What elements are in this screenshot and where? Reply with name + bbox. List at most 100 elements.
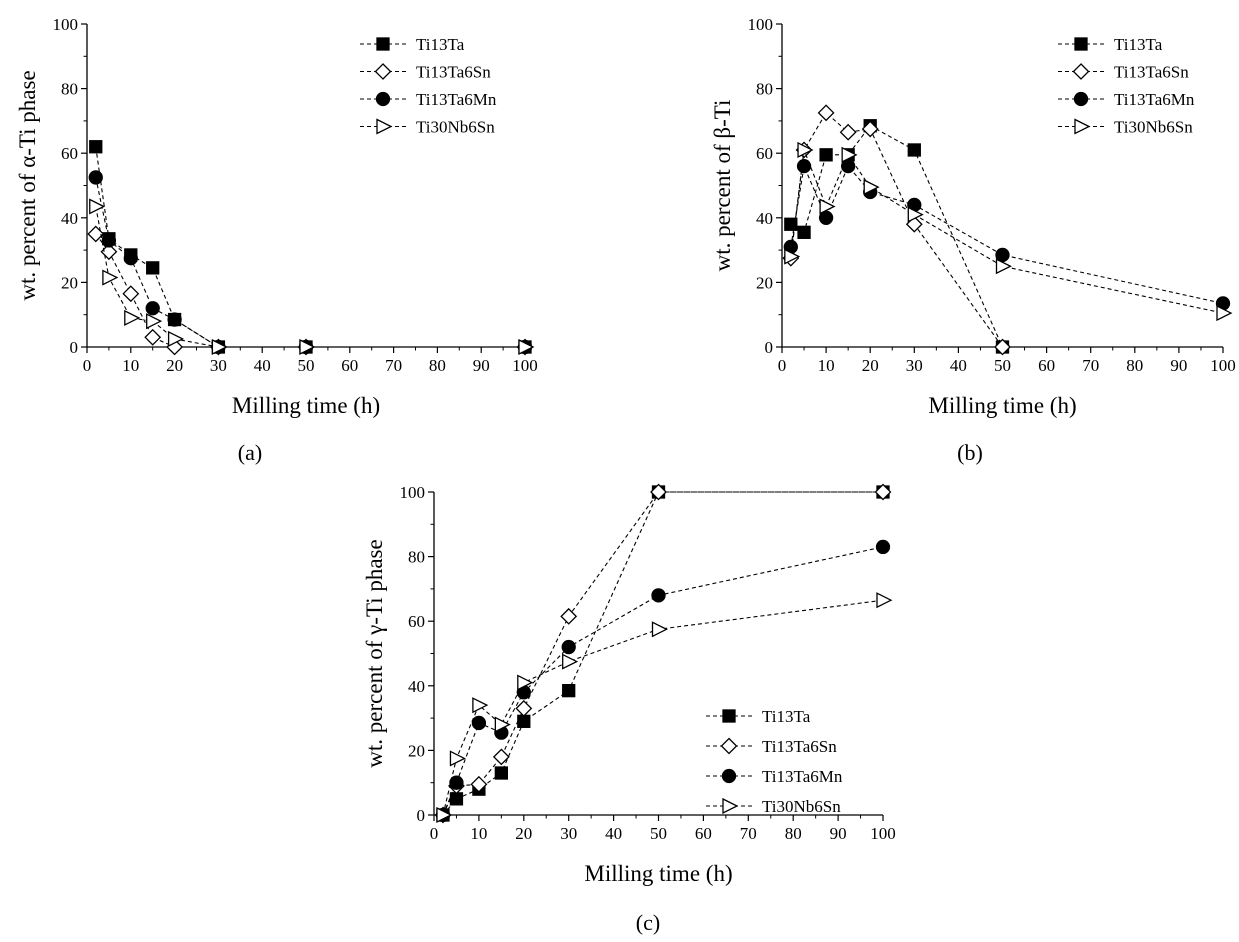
legend-label: Ti30Nb6Sn <box>1114 118 1193 137</box>
legend-label: Ti13Ta6Mn <box>416 90 497 109</box>
data-point <box>87 225 105 243</box>
x-tick-label: 100 <box>870 824 896 843</box>
data-point <box>167 330 185 347</box>
data-point <box>819 198 836 215</box>
data-point <box>167 312 182 327</box>
data-point <box>518 338 535 356</box>
series-line <box>790 111 1003 348</box>
x-tick-label: 60 <box>1038 356 1055 375</box>
series-line <box>790 164 1224 304</box>
x-tick-label: 50 <box>650 824 667 843</box>
data-point <box>146 313 163 330</box>
y-tick-label: 80 <box>408 548 425 567</box>
x-tick-label: 100 <box>1210 356 1236 375</box>
x-tick-label: 100 <box>512 356 538 375</box>
data-point <box>784 248 801 265</box>
legend-marker <box>1074 37 1088 51</box>
series-Ti30Nb6Sn <box>89 198 535 356</box>
x-tick-label: 20 <box>166 356 183 375</box>
data-point <box>861 120 879 138</box>
x-axis-title: Milling time (h) <box>928 393 1076 418</box>
data-point <box>470 775 488 793</box>
data-point <box>562 683 576 698</box>
data-point <box>651 621 668 638</box>
data-point <box>89 140 103 154</box>
x-tick-label: 0 <box>83 356 92 375</box>
data-point <box>211 338 228 356</box>
data-point <box>144 328 162 346</box>
data-point <box>123 251 138 266</box>
data-point <box>102 269 119 286</box>
y-tick-label: 60 <box>756 144 773 163</box>
legend-label: Ti13Ta <box>1114 35 1163 54</box>
x-tick-label: 40 <box>605 824 622 843</box>
y-tick-label: 80 <box>756 80 773 99</box>
legend-marker <box>720 737 738 755</box>
data-point <box>101 233 117 248</box>
x-tick-label: 80 <box>429 356 446 375</box>
legend-label: Ti13Ta6Sn <box>1114 63 1189 82</box>
x-tick-label: 0 <box>430 824 439 843</box>
data-point <box>797 141 814 159</box>
x-tick-label: 40 <box>254 356 271 375</box>
x-tick-label: 10 <box>818 356 835 375</box>
x-tick-label: 0 <box>778 356 787 375</box>
x-tick-label: 70 <box>1082 356 1099 375</box>
x-tick-label: 90 <box>473 356 490 375</box>
y-tick-label: 0 <box>70 338 79 357</box>
y-axis-title: wt. percent of β-Ti <box>710 100 735 272</box>
legend: Ti13Ta Ti13Ta6Sn Ti13Ta6Mn Ti30Nb6Sn <box>1058 35 1195 137</box>
legend-label: Ti13Ta6Sn <box>762 737 837 756</box>
y-tick-label: 0 <box>765 338 774 357</box>
data-point <box>471 715 487 731</box>
y-tick-label: 20 <box>756 273 773 292</box>
x-tick-label: 40 <box>950 356 967 375</box>
y-tick-label: 100 <box>53 15 79 34</box>
legend-label: Ti13Ta6Sn <box>416 63 491 82</box>
data-point <box>907 206 924 223</box>
series-line <box>442 491 883 816</box>
data-point <box>299 338 316 356</box>
x-tick-label: 10 <box>122 356 139 375</box>
series-Ti13Ta6Sn <box>782 104 1011 356</box>
x-tick-label: 70 <box>385 356 402 375</box>
data-point <box>146 261 160 275</box>
series-line <box>95 146 525 348</box>
data-point <box>797 225 811 239</box>
data-point <box>494 716 511 733</box>
series-line <box>95 233 525 348</box>
x-tick-label: 90 <box>830 824 847 843</box>
data-point <box>494 766 509 780</box>
data-point <box>561 639 576 655</box>
legend-marker <box>1072 63 1090 80</box>
legend-marker <box>722 709 736 723</box>
series-line <box>95 177 525 348</box>
legend-label: Ti30Nb6Sn <box>416 118 495 137</box>
y-tick-label: 60 <box>61 144 78 163</box>
y-tick-label: 20 <box>408 741 425 760</box>
series-Ti30Nb6Sn <box>436 592 893 824</box>
data-point <box>562 653 579 670</box>
y-tick-label: 100 <box>748 15 774 34</box>
x-tick-label: 50 <box>298 356 315 375</box>
data-point <box>907 143 921 157</box>
data-point <box>995 258 1012 275</box>
y-tick-label: 80 <box>61 80 78 99</box>
legend-marker <box>721 768 737 784</box>
panel-caption: (b) <box>957 440 983 465</box>
series-Ti13Ta6Sn <box>87 225 534 356</box>
data-point <box>651 588 666 603</box>
data-point <box>436 806 453 824</box>
x-tick-label: 30 <box>210 356 227 375</box>
data-point <box>863 179 880 196</box>
x-tick-label: 70 <box>740 824 757 843</box>
data-point <box>819 148 833 162</box>
data-point <box>784 217 798 231</box>
legend-marker <box>1073 91 1089 107</box>
y-tick-label: 40 <box>408 677 425 696</box>
data-point <box>841 158 856 174</box>
data-point <box>515 699 533 717</box>
panel-caption: (a) <box>238 440 262 465</box>
x-tick-label: 20 <box>862 356 879 375</box>
y-tick-label: 20 <box>61 273 78 292</box>
